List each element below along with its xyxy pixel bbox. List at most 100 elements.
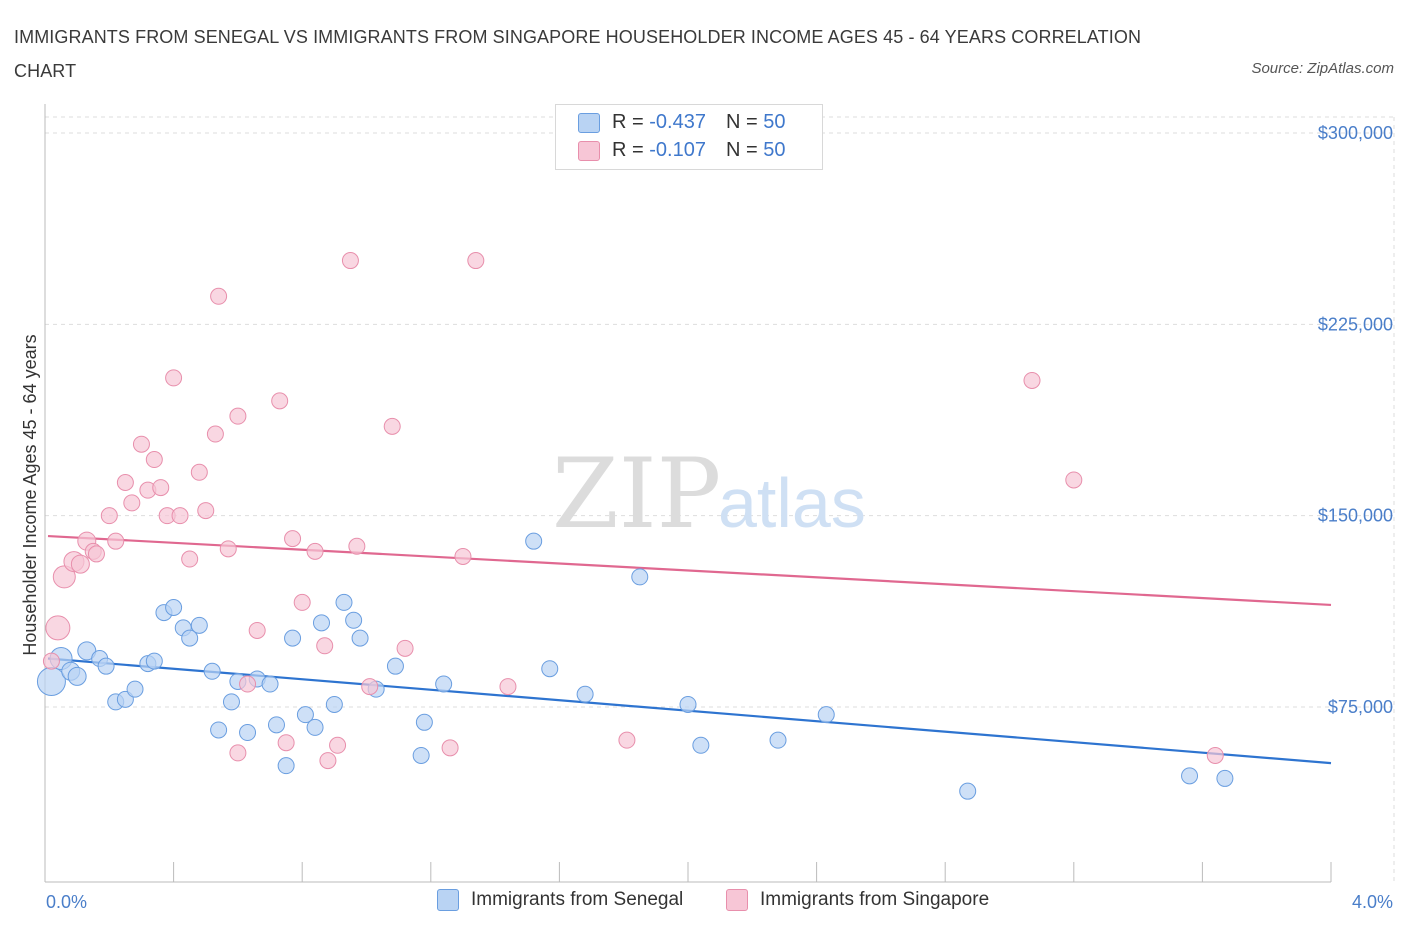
senegal-point xyxy=(190,616,208,634)
n-label: N = xyxy=(725,111,764,133)
singapore-point xyxy=(239,675,257,693)
y-tick-label: $300,000 xyxy=(1318,123,1393,143)
r-label: R = xyxy=(612,139,650,161)
singapore-point xyxy=(454,547,472,565)
senegal-point xyxy=(541,660,559,678)
singapore-point xyxy=(210,287,228,305)
senegal-point xyxy=(97,657,115,675)
senegal-point xyxy=(67,666,87,686)
senegal-point xyxy=(525,532,543,550)
singapore-point xyxy=(171,507,189,525)
singapore-point xyxy=(316,637,334,655)
bottom-legend-senegal: Immigrants from Senegal xyxy=(437,889,683,911)
senegal-point xyxy=(277,757,295,775)
singapore-point xyxy=(52,565,76,589)
x-tick-label: 4.0% xyxy=(1352,892,1393,912)
singapore-point xyxy=(499,678,517,696)
senegal-point xyxy=(261,675,279,693)
singapore-point xyxy=(618,731,636,749)
y-tick-label: $225,000 xyxy=(1318,314,1393,334)
senegal-point xyxy=(181,629,199,647)
source-note: Source: ZipAtlas.com xyxy=(1251,60,1394,77)
senegal-point xyxy=(817,706,835,724)
singapore-point xyxy=(348,537,366,555)
senegal-point xyxy=(351,629,369,647)
singapore-point xyxy=(396,639,414,657)
senegal-point xyxy=(325,695,343,713)
singapore-point xyxy=(361,678,379,696)
senegal-point xyxy=(415,713,433,731)
senegal-swatch xyxy=(578,112,600,133)
legend-row-senegal: R = -0.437 N = 50 xyxy=(578,111,785,137)
legend-row-singapore: R = -0.107 N = 50 xyxy=(578,139,785,165)
senegal-legend-label: Immigrants from Senegal xyxy=(471,889,684,911)
senegal-n-value: 50 xyxy=(763,111,786,133)
y-axis-label: Householder Income Ages 45 - 64 years xyxy=(20,334,40,655)
bottom-legend-singapore: Immigrants from Singapore xyxy=(726,889,989,911)
senegal-point xyxy=(345,611,363,629)
watermark: ZIP atlas xyxy=(552,438,866,550)
senegal-point xyxy=(576,685,594,703)
axes xyxy=(44,104,1332,883)
senegal-point xyxy=(165,599,183,617)
senegal-point xyxy=(267,716,285,734)
senegal-point xyxy=(203,662,221,680)
x-tick-labels: 0.0% 4.0% xyxy=(46,892,1393,912)
singapore-point xyxy=(341,252,359,270)
singapore-point xyxy=(145,451,163,469)
singapore-point xyxy=(229,407,247,425)
senegal-point xyxy=(284,629,302,647)
singapore-swatch xyxy=(578,140,600,161)
senegal-point xyxy=(412,746,430,764)
senegal-point xyxy=(77,641,97,661)
singapore-point xyxy=(190,463,208,481)
singapore-point xyxy=(219,540,237,558)
singapore-point xyxy=(293,593,311,611)
chart-title: IMMIGRANTS FROM SENEGAL VS IMMIGRANTS FR… xyxy=(14,27,1142,81)
senegal-point xyxy=(386,657,404,675)
singapore-point xyxy=(248,621,266,639)
singapore-point xyxy=(1023,371,1041,389)
singapore-legend-swatch xyxy=(726,889,748,911)
singapore-point xyxy=(206,425,224,443)
singapore-point xyxy=(132,435,150,453)
singapore-point xyxy=(467,252,485,270)
senegal-point xyxy=(959,782,977,800)
senegal-point xyxy=(679,695,697,713)
data-points xyxy=(36,252,1234,800)
singapore-point xyxy=(42,652,60,670)
singapore-trend-line xyxy=(47,534,1332,607)
singapore-point xyxy=(284,530,302,548)
singapore-point xyxy=(87,545,105,563)
senegal-point xyxy=(145,652,163,670)
singapore-r-value: -0.107 xyxy=(649,139,706,161)
watermark-zip: ZIP xyxy=(552,438,721,550)
senegal-point xyxy=(239,724,257,742)
singapore-point xyxy=(1206,746,1224,764)
senegal-point xyxy=(1181,767,1199,785)
singapore-point xyxy=(319,752,337,770)
singapore-point xyxy=(123,494,141,512)
singapore-point xyxy=(45,615,71,641)
singapore-point xyxy=(197,502,215,520)
senegal-point xyxy=(210,721,228,739)
senegal-point xyxy=(631,568,649,586)
y-tick-label: $75,000 xyxy=(1328,697,1393,717)
r-label: R = xyxy=(612,111,650,133)
senegal-point xyxy=(222,693,240,711)
singapore-point xyxy=(100,507,118,525)
y-tick-labels: $75,000 $150,000 $225,000 $300,000 xyxy=(1318,123,1393,717)
singapore-point xyxy=(229,744,247,762)
x-tick-label: 0.0% xyxy=(46,892,87,912)
singapore-point xyxy=(441,739,459,757)
singapore-point xyxy=(329,736,347,754)
singapore-point xyxy=(277,734,295,752)
singapore-point xyxy=(181,550,199,568)
singapore-point xyxy=(107,532,125,550)
singapore-point xyxy=(70,554,90,574)
senegal-point xyxy=(306,718,324,736)
singapore-point xyxy=(152,479,170,497)
y-tick-label: $150,000 xyxy=(1318,506,1393,526)
singapore-legend-label: Immigrants from Singapore xyxy=(760,889,990,911)
